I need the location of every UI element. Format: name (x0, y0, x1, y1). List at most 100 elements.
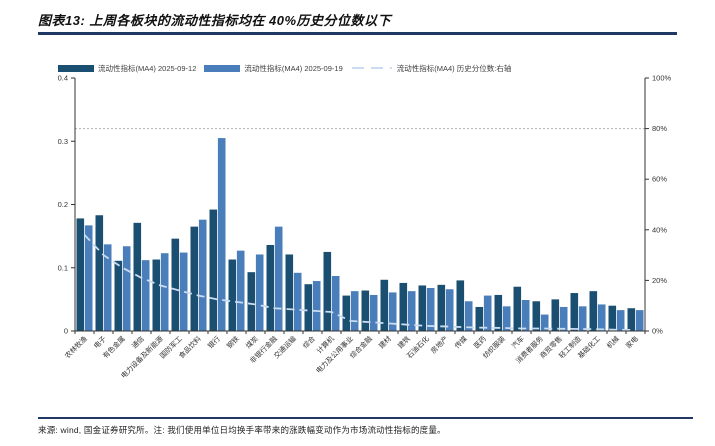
legend-item-percentile-line: 流动性指标(MA4) 历史分位数:右轴 (351, 63, 511, 74)
axis-tick-label: 40% (652, 225, 667, 234)
bar (285, 254, 294, 331)
bar (152, 259, 161, 331)
axis-tick-label: 传媒 (453, 334, 469, 350)
bar (380, 279, 389, 331)
legend-dashed-line-icon (351, 67, 392, 69)
bar (190, 226, 199, 331)
axis-tick-label: 80% (652, 124, 667, 133)
bar (361, 290, 370, 331)
bar (627, 308, 636, 331)
bar (635, 310, 644, 331)
chart-legend: 流动性指标(MA4) 2025-09-12 流动性指标(MA4) 2025-09… (58, 62, 658, 74)
axis-tick-label: 银行 (206, 334, 222, 350)
bar (133, 222, 142, 331)
bar (304, 284, 313, 331)
axis-tick-label: 20% (652, 276, 667, 285)
bar (274, 226, 283, 331)
axis-tick-label: 电子 (92, 334, 108, 350)
axis-tick-label: 0 (64, 327, 68, 336)
bar (255, 254, 264, 331)
bar (350, 291, 359, 331)
bar (323, 251, 332, 331)
bar (456, 280, 465, 331)
bar (475, 306, 484, 331)
axis-tick-label: 机械 (605, 334, 621, 350)
liquidity-bar-chart: 00.10.20.30.40%20%40%60%80%100%农林牧渔 电子有色金… (58, 74, 672, 381)
bar (247, 272, 256, 331)
footer-divider (38, 417, 693, 419)
axis-tick-label: 0.1 (58, 263, 68, 272)
axis-tick-label: 医药 (472, 334, 488, 350)
axis-tick-label: 农林牧渔 (63, 334, 89, 360)
axis-tick-label: 房地产 (429, 334, 450, 355)
bar (293, 272, 302, 331)
bar (84, 225, 93, 331)
bar (494, 294, 503, 331)
title-divider (38, 32, 677, 35)
bar (331, 275, 340, 331)
chart-area: 0 0.1 0.2 0.3 0.4 0% 20% 40% 60% 80% 100% 农林牧渔 电子 有色金… (0, 70, 715, 400)
bar (407, 291, 416, 331)
bar (597, 304, 606, 331)
bar (179, 252, 188, 331)
axis-tick-label: 建筑 (396, 334, 412, 350)
bar (616, 310, 625, 331)
bar (171, 238, 180, 331)
bar (502, 306, 511, 331)
axis-tick-label: 建材 (377, 334, 393, 350)
axis-tick-label: 汽车 (510, 334, 526, 350)
bar (540, 314, 549, 331)
bar (532, 301, 541, 331)
axis-tick-label: 0.3 (58, 137, 68, 146)
bar (369, 294, 378, 331)
bar (76, 218, 85, 331)
axis-tick-label: 100% (652, 74, 672, 83)
bar (209, 209, 218, 331)
bar (141, 260, 150, 331)
bar (483, 295, 492, 331)
axis-tick-label: 60% (652, 175, 667, 184)
percentile-line (83, 234, 636, 331)
bar (114, 260, 123, 331)
bar (266, 244, 275, 331)
legend-item-ma4-0912: 流动性指标(MA4) 2025-09-12 (58, 63, 196, 74)
bar (578, 306, 587, 331)
bar (103, 244, 112, 331)
bar (217, 138, 226, 331)
legend-label: 流动性指标(MA4) 2025-09-12 (98, 63, 197, 73)
bar (464, 301, 473, 331)
axis-tick-label: 0.4 (58, 74, 68, 83)
axis-tick-label: 0.2 (58, 200, 68, 209)
bar (426, 287, 435, 331)
bar (342, 295, 351, 331)
bar (589, 291, 598, 331)
bar (513, 286, 522, 331)
axis-tick-label: 钢铁 (225, 334, 241, 350)
bar (312, 281, 321, 331)
legend-label: 流动性指标(MA4) 2025-09-19 (244, 63, 343, 73)
bar (198, 219, 207, 331)
bar (399, 282, 408, 331)
bar (388, 292, 397, 331)
bar (228, 259, 237, 331)
axis-tick-label: 通信 (130, 334, 146, 350)
bar (608, 305, 617, 331)
page-title: 图表13: 上周各板块的流动性指标均在 40%历史分位数以下 (38, 13, 392, 28)
bar (418, 285, 427, 331)
bar (551, 299, 560, 331)
bar (437, 284, 446, 331)
legend-item-ma4-0919: 流动性指标(MA4) 2025-09-19 (204, 63, 343, 74)
axis-tick-label: 家电 (624, 334, 640, 350)
axis-tick-label: 综合 (301, 334, 317, 350)
axis-tick-label: 煤炭 (244, 334, 260, 350)
bar (559, 306, 568, 331)
legend-swatch-bar-light (204, 64, 241, 72)
bar (122, 246, 131, 331)
bar (236, 250, 245, 331)
axis-tick-label: 0% (652, 327, 663, 336)
bar (521, 300, 530, 331)
bar (160, 253, 169, 331)
bar (95, 215, 104, 331)
bar (570, 293, 579, 331)
